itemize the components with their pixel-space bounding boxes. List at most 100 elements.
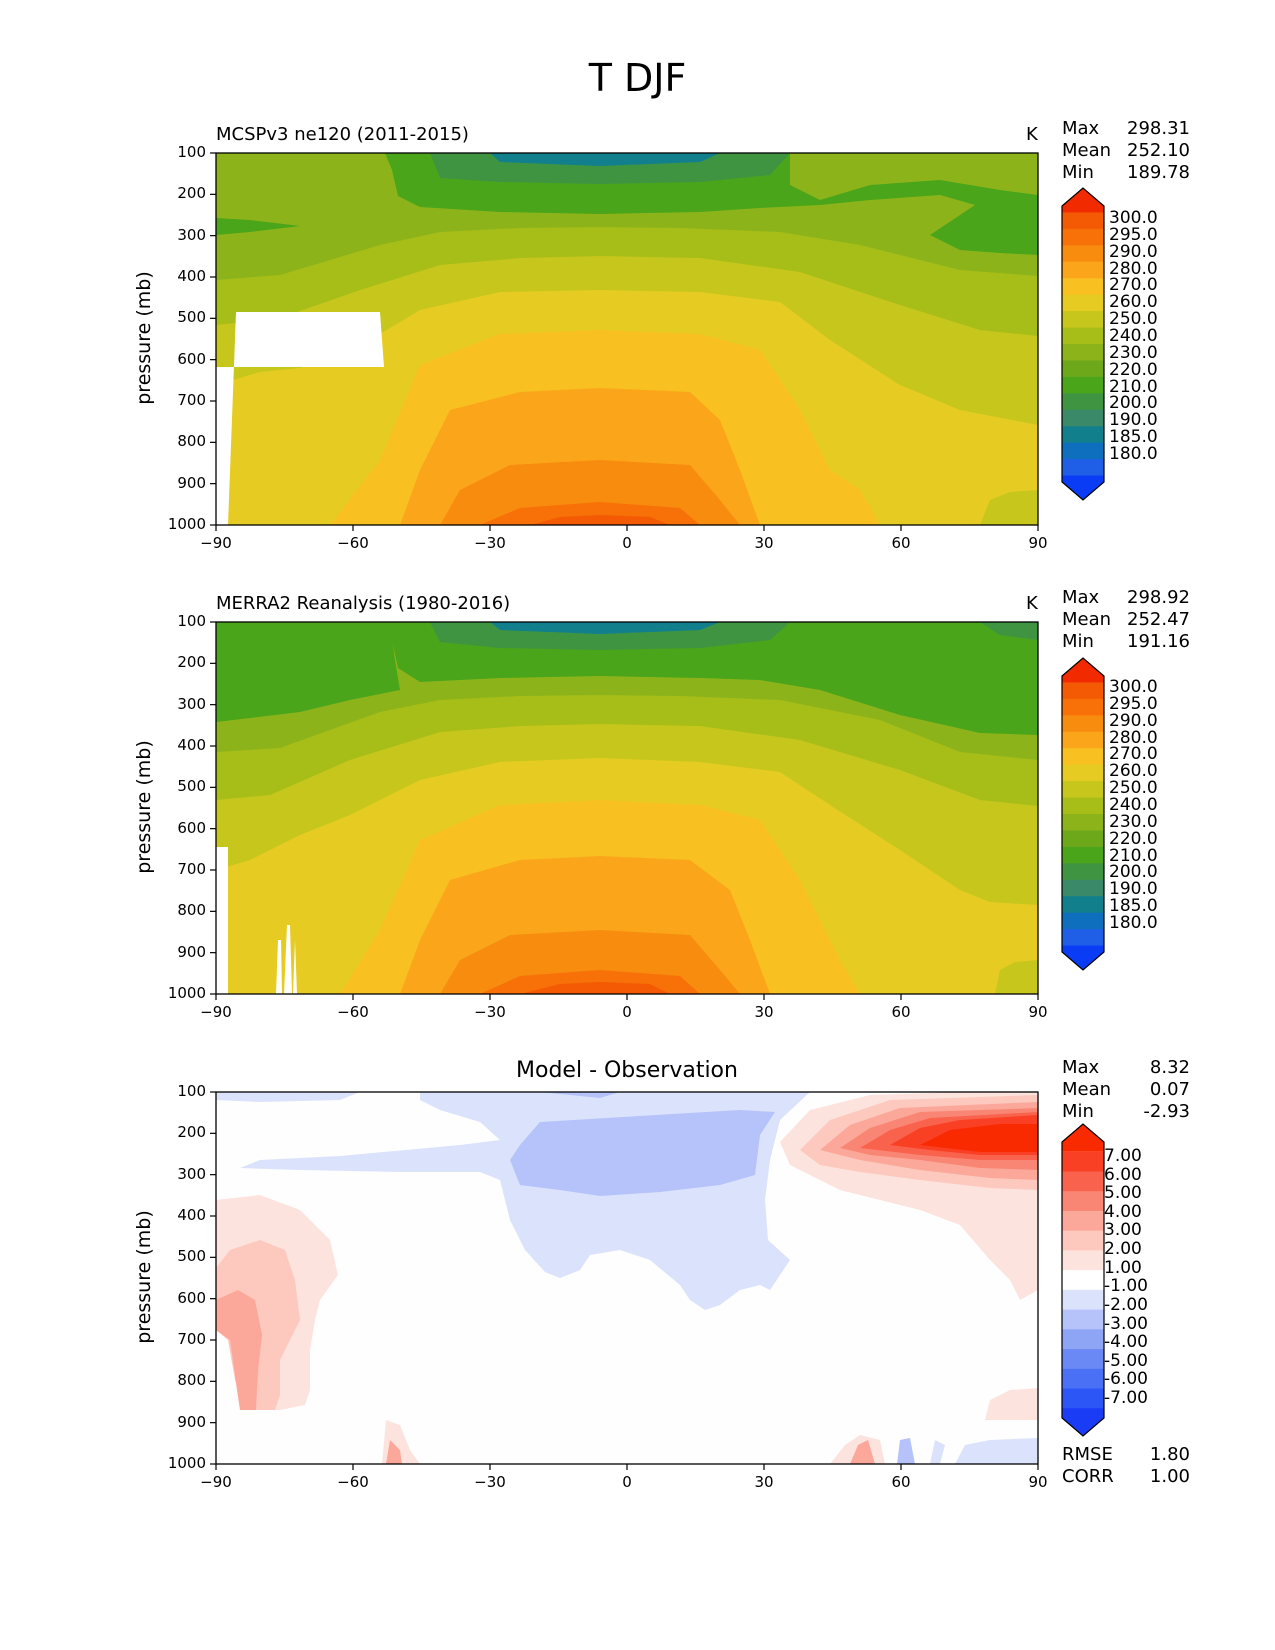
y-tick-label: 900	[177, 473, 206, 492]
x-tick-label: −30	[474, 1473, 506, 1491]
colorbar-tick-label: 185.0	[1109, 896, 1158, 917]
panel-1-title: MCSPv3 ne120 (2011-2015)	[216, 124, 469, 145]
x-tick-label: −60	[337, 1003, 369, 1021]
stat-label: Min	[1062, 1101, 1094, 1122]
y-tick-label: 500	[177, 308, 206, 327]
colorbar-tick-label: 210.0	[1109, 376, 1158, 397]
y-tick-label: 300	[177, 694, 206, 713]
y-tick-label: 1000	[167, 515, 206, 533]
stat-label: Mean	[1062, 1079, 1112, 1100]
colorbar-segment	[1062, 830, 1104, 848]
stat-label: Max	[1062, 587, 1100, 608]
colorbar-segment	[1062, 929, 1104, 947]
colorbar-segment	[1062, 715, 1104, 733]
x-tick-label: 90	[1028, 1003, 1048, 1021]
colorbar-segment	[1062, 278, 1104, 296]
colorbar-tick-label: -5.00	[1104, 1350, 1148, 1371]
colorbar-segment	[1062, 1210, 1104, 1232]
colorbar-tick-label: 300.0	[1109, 208, 1158, 228]
colorbar-segment	[1062, 442, 1104, 460]
colorbar-segment	[1062, 1124, 1104, 1152]
stat-value: 0.07	[1149, 1079, 1190, 1100]
colorbar-segment	[1062, 945, 1104, 970]
colorbar-tick-label: 300.0	[1109, 677, 1158, 697]
colorbar-tick-label: 2.00	[1104, 1239, 1142, 1260]
x-tick-label: −30	[474, 534, 506, 552]
y-axis-label: pressure (mb)	[133, 1210, 155, 1344]
colorbar-tick-label: 3.00	[1104, 1220, 1142, 1241]
colorbar-tick-label: 5.00	[1104, 1183, 1142, 1204]
colorbar-tick-label: 190.0	[1109, 410, 1158, 431]
colorbar-segment	[1062, 1230, 1104, 1251]
stat-value: 252.47	[1127, 609, 1190, 630]
colorbar-segment	[1062, 1349, 1104, 1370]
y-tick-label: 600	[177, 349, 206, 368]
y-tick-label: 700	[177, 391, 206, 409]
colorbar-tick-label: 200.0	[1109, 393, 1158, 414]
y-tick-label: 200	[177, 184, 206, 203]
colorbar-segment	[1062, 698, 1104, 716]
y-tick-label: 700	[177, 860, 206, 878]
colorbar-segment	[1062, 426, 1104, 444]
colorbar-segment	[1062, 797, 1104, 815]
colorbar-tick-label: -3.00	[1104, 1313, 1148, 1334]
colorbar-segment	[1062, 682, 1104, 700]
x-tick-label: 60	[891, 1473, 911, 1491]
panel-1-units: K	[1026, 124, 1038, 145]
x-tick-label: −90	[200, 534, 232, 552]
colorbar-tick-label: 220.0	[1109, 828, 1158, 849]
colorbar-tick-label: 290.0	[1109, 241, 1158, 262]
x-tick-label: 90	[1028, 534, 1048, 552]
colorbar-segment	[1062, 1289, 1104, 1311]
colorbar-tick-label: -4.00	[1104, 1332, 1148, 1353]
colorbar-segment	[1062, 1151, 1104, 1172]
colorbar-segment	[1062, 1309, 1104, 1330]
y-tick-label: 200	[177, 653, 206, 672]
panel-3-title: Model - Observation	[516, 1058, 738, 1083]
y-tick-label: 1000	[167, 1454, 206, 1472]
colorbar-segment	[1062, 1368, 1104, 1390]
x-tick-label: −90	[200, 1473, 232, 1491]
x-tick-label: −60	[337, 1473, 369, 1491]
y-tick-label: 400	[177, 736, 206, 754]
stat-label: Max	[1062, 118, 1100, 139]
x-tick-label: 30	[754, 1003, 774, 1021]
x-tick-label: 0	[622, 534, 632, 552]
y-tick-label: 100	[177, 143, 206, 161]
stat-value: 189.78	[1127, 162, 1190, 183]
colorbar-tick-label: 280.0	[1109, 727, 1158, 748]
colorbar-segment	[1062, 764, 1104, 782]
x-tick-label: 60	[891, 1003, 911, 1021]
colorbar-segment	[1062, 912, 1104, 930]
colorbar-tick-label: 230.0	[1109, 342, 1158, 363]
colorbar-segment	[1062, 212, 1104, 230]
panel-3-colorbar	[1061, 1123, 1105, 1437]
panel-1-contours	[216, 153, 1038, 525]
panel-2-units: K	[1026, 593, 1038, 614]
panel-3-contours	[216, 1092, 1038, 1464]
colorbar-segment	[1062, 409, 1104, 427]
colorbar-segment	[1062, 344, 1104, 361]
colorbar-tick-label: 1.00	[1104, 1257, 1142, 1278]
stat-value: 298.31	[1127, 118, 1190, 139]
colorbar-segment	[1062, 188, 1104, 213]
panel-1-colorbar	[1061, 187, 1105, 501]
y-tick-label: 100	[177, 1082, 206, 1100]
colorbar-tick-label: -2.00	[1104, 1294, 1148, 1315]
colorbar-segment	[1062, 863, 1104, 881]
panel-2-title: MERRA2 Reanalysis (1980-2016)	[216, 593, 511, 614]
colorbar-segment	[1062, 1191, 1104, 1212]
stat-label: CORR	[1062, 1466, 1114, 1487]
y-tick-label: 300	[177, 1164, 206, 1183]
y-tick-label: 400	[177, 267, 206, 285]
stat-value: 191.16	[1127, 631, 1190, 652]
y-tick-label: 500	[177, 1247, 206, 1266]
colorbar-outline	[1061, 187, 1105, 501]
panel-2-contours	[216, 622, 1038, 994]
x-tick-label: 30	[754, 534, 774, 552]
colorbar-tick-label: 240.0	[1109, 795, 1158, 815]
x-tick-label: 0	[622, 1473, 632, 1491]
colorbar-segment	[1062, 879, 1104, 897]
colorbar-tick-label: 295.0	[1109, 224, 1158, 245]
colorbar-segment	[1062, 781, 1104, 799]
